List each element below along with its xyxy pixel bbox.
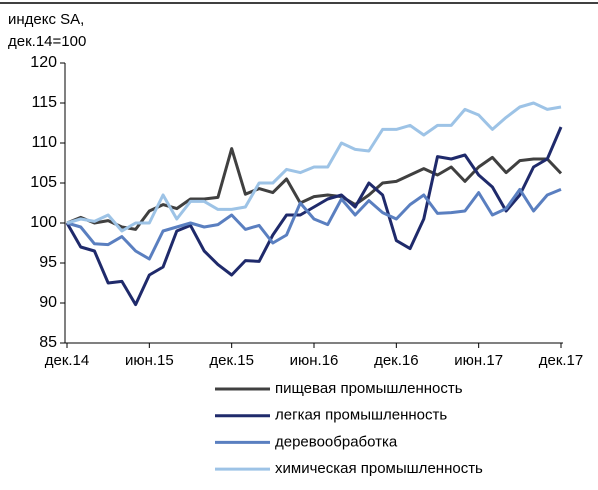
series-line [66, 101, 562, 233]
x-tick-label: июн.17 [454, 352, 503, 369]
legend-label: легкая промышленность [275, 407, 447, 424]
series-line [66, 187, 562, 261]
x-tick-label: дек.17 [539, 352, 584, 369]
x-tick-label: дек.14 [45, 352, 90, 369]
y-tick-label: 100 [30, 214, 57, 231]
x-tick-label: дек.16 [374, 352, 419, 369]
y-tick-label: 90 [39, 294, 57, 311]
legend-label: химическая промышленность [275, 460, 483, 477]
y-tick-label: 95 [39, 254, 57, 271]
x-tick-label: июн.16 [290, 352, 339, 369]
x-tick-label: дек.15 [209, 352, 254, 369]
y-tick-label: 85 [39, 334, 57, 351]
y-tick-label: 120 [30, 54, 57, 71]
y-tick-label: 115 [31, 94, 57, 111]
series-line [65, 126, 563, 307]
y-tick-label: 110 [31, 134, 57, 151]
legend-label: пищевая промышленность [275, 380, 463, 397]
y-axis-label: дек.14=100 [8, 33, 86, 50]
y-axis-label: индекс SA, [8, 11, 84, 28]
y-tick-label: 105 [30, 174, 57, 191]
series-line [66, 147, 563, 231]
legend-label: деревообработка [275, 433, 398, 450]
x-tick-label: июн.15 [125, 352, 174, 369]
